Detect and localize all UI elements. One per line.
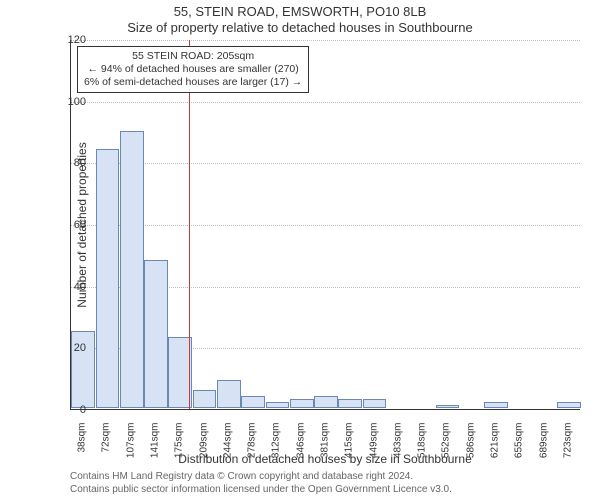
annotation-line-2: ← 94% of detached houses are smaller (27… — [84, 63, 302, 76]
histogram-bar — [193, 390, 217, 409]
chart-plot-area: 55 STEIN ROAD: 205sqm← 94% of detached h… — [70, 40, 580, 410]
x-tick-label: 655sqm — [514, 423, 525, 483]
histogram-bar — [363, 399, 387, 408]
x-tick-label: 141sqm — [150, 423, 161, 483]
histogram-bar — [290, 399, 314, 408]
x-tick-label: 689sqm — [538, 423, 549, 483]
annotation-line-1: 55 STEIN ROAD: 205sqm — [84, 50, 302, 63]
x-tick-label: 449sqm — [368, 423, 379, 483]
x-tick-label: 72sqm — [101, 423, 112, 483]
x-tick-label: 38sqm — [77, 423, 88, 483]
annotation-box: 55 STEIN ROAD: 205sqm← 94% of detached h… — [77, 46, 309, 93]
annotation-line-3: 6% of semi-detached houses are larger (1… — [84, 76, 302, 89]
histogram-bar — [436, 405, 460, 408]
histogram-bar — [338, 399, 362, 408]
x-tick-label: 552sqm — [441, 423, 452, 483]
x-tick-label: 723sqm — [562, 423, 573, 483]
page-title: 55, STEIN ROAD, EMSWORTH, PO10 8LB — [0, 4, 600, 19]
histogram-bar — [314, 396, 338, 408]
x-tick-label: 518sqm — [417, 423, 428, 483]
histogram-bar — [120, 131, 144, 409]
histogram-bar — [217, 380, 241, 408]
gridline — [71, 225, 580, 226]
reference-line — [189, 40, 190, 409]
x-tick-label: 381sqm — [320, 423, 331, 483]
x-tick-label: 586sqm — [465, 423, 476, 483]
x-tick-label: 483sqm — [392, 423, 403, 483]
x-tick-label: 175sqm — [174, 423, 185, 483]
chart-title: Size of property relative to detached ho… — [0, 20, 600, 35]
histogram-bar — [557, 402, 581, 408]
histogram-bar — [96, 149, 120, 408]
gridline — [71, 102, 580, 103]
x-tick-label: 209sqm — [198, 423, 209, 483]
gridline — [71, 40, 580, 41]
x-tick-label: 312sqm — [271, 423, 282, 483]
x-tick-label: 415sqm — [344, 423, 355, 483]
histogram-bar — [144, 260, 168, 408]
x-tick-label: 621sqm — [490, 423, 501, 483]
y-tick-label: 120 — [46, 34, 86, 46]
y-tick-label: 0 — [46, 404, 86, 416]
y-tick-label: 60 — [46, 219, 86, 231]
attribution-line-2: Contains public sector information licen… — [70, 484, 580, 495]
y-tick-label: 100 — [46, 96, 86, 108]
x-tick-label: 278sqm — [247, 423, 258, 483]
histogram-bar — [484, 402, 508, 408]
y-tick-label: 80 — [46, 157, 86, 169]
histogram-bar — [266, 402, 290, 408]
x-tick-label: 244sqm — [222, 423, 233, 483]
gridline — [71, 163, 580, 164]
y-tick-label: 40 — [46, 281, 86, 293]
x-tick-label: 107sqm — [125, 423, 136, 483]
y-tick-label: 20 — [46, 342, 86, 354]
x-tick-label: 346sqm — [295, 423, 306, 483]
histogram-bar — [241, 396, 265, 408]
